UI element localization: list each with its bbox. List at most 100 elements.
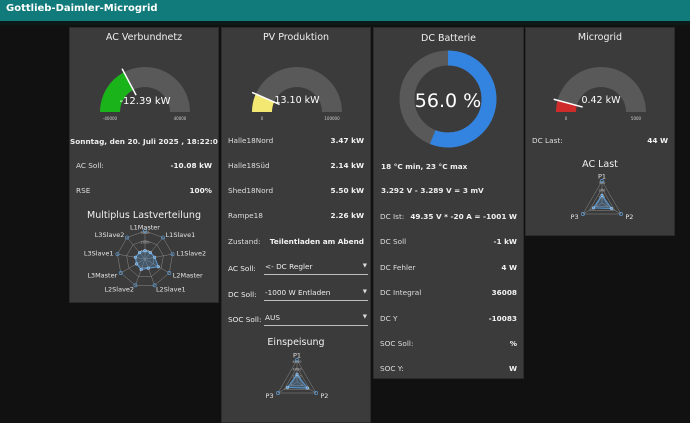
multiplus-radar-point-l1master <box>143 249 147 253</box>
dc-soll-select[interactable]: -1000 W Entladen ▼ <box>264 288 368 301</box>
ac-last-radar-point-p3 <box>591 206 595 210</box>
dc-ist-row: DC Ist: 49.35 V * -20 A = -1001 W <box>380 212 517 224</box>
multiplus-radar-title: Multiplus Lastverteilung <box>87 210 201 221</box>
soc-soll-value: % <box>509 339 517 348</box>
ac-soll-dropdown-icon: ▼ <box>362 263 367 269</box>
pv-rampe18-label: Rampe18 <box>228 211 263 220</box>
soc-soll-select-label: SOC Soll: <box>228 315 262 324</box>
pv-zustand-value: Teilentladen am Abend <box>269 237 364 246</box>
ac-last-radar-grid-ring <box>582 180 622 215</box>
dc-last-value: 44 W <box>647 136 668 145</box>
pv-shed18nord-label: Shed18Nord <box>228 186 274 195</box>
microgrid-gauge-value: 0.42 kW <box>581 95 621 106</box>
dc-soll-dropdown-icon: ▼ <box>362 289 367 295</box>
multiplus-radar-axis-marker <box>161 235 165 240</box>
dc-ist-label: DC Ist: <box>380 212 405 221</box>
einspeisung-radar-title: Einspeisung <box>267 337 325 348</box>
soc-soll-row: SOC Soll: % <box>380 339 517 351</box>
soc-soll-select[interactable]: AUS ▼ <box>264 313 368 326</box>
einspeisung-radar-point-p1 <box>295 372 299 376</box>
microgrid-card-title: Microgrid <box>577 32 623 43</box>
multiplus-radar-series-area <box>134 250 160 271</box>
dc-fehler-label: DC Fehler <box>380 263 416 272</box>
top-bar: Gottlieb-Daimler-Microgrid <box>0 0 690 21</box>
multiplus-radar-axis-label-l2slave2: L2Slave2 <box>104 285 134 293</box>
multiplus-radar-point-l1slave1 <box>148 251 152 255</box>
pv-halle18nord-label: Halle18Nord <box>228 136 274 145</box>
dc-soll-select-value: -1000 W Entladen <box>265 288 331 297</box>
ac-last-radar-tick-label: 200 <box>599 188 606 192</box>
ac-last-radar-axis-marker <box>600 179 604 183</box>
ac-last-radar-axis-marker <box>619 212 624 216</box>
einspeisung-radar-axis-label-p3: P3 <box>266 392 274 400</box>
multiplus-radar-axis-line <box>135 258 146 286</box>
ac-gauge-needle <box>121 68 137 96</box>
ac-last-radar-axis-label-p3: P3 <box>571 213 579 221</box>
pv-production-card: PV Produktion 13.10 kW 0 100000 Halle18N… <box>221 27 371 423</box>
soc-y-value: W <box>508 364 517 373</box>
dc-last-row: DC Last: 44 W <box>532 136 668 148</box>
battery-soc-donut: 56.0 % <box>399 50 497 148</box>
pv-rampe18-value: 2.26 kW <box>330 211 364 220</box>
multiplus-radar-axis-label-l3slave1: L3Slave1 <box>84 250 114 258</box>
einspeisung-radar-point-p2 <box>305 386 310 390</box>
multiplus-radar-axis-marker <box>152 283 157 288</box>
multiplus-radar-point-l3slave2 <box>138 251 142 255</box>
ac-soll-row: AC Soll: -10.08 kW <box>76 161 212 173</box>
multiplus-radar-axis-marker <box>167 271 172 275</box>
pv-gauge-needle <box>251 91 280 106</box>
ac-gauge-fill <box>100 72 134 112</box>
multiplus-radar-tick-label: 2000 <box>141 240 150 244</box>
einspeisung-radar-axis-marker <box>295 358 299 362</box>
pv-rampe18-row: Rampe18 2.26 kW <box>228 211 364 223</box>
einspeisung-radar-axis-label-p1: P1 <box>293 351 301 359</box>
pv-gauge-min: 0 <box>261 116 264 121</box>
ac-rse-row: RSE 100% <box>76 186 212 198</box>
multiplus-radar-axis-label-l1master: L1Master <box>130 223 160 231</box>
multiplus-radar-axis-line <box>126 237 146 260</box>
dc-y-value: -10083 <box>488 314 517 323</box>
multiplus-radar-axis-line <box>117 253 146 260</box>
dc-integral-row: DC Integral 36008 <box>380 288 517 300</box>
battery-card-title: DC Batterie <box>421 33 476 44</box>
multiplus-radar-grid-ring <box>117 230 173 286</box>
soc-soll-select-value: AUS <box>265 313 280 322</box>
multiplus-radar-axis-line <box>144 253 173 260</box>
microgrid-gauge-track <box>556 67 646 112</box>
ac-last-radar-point-p1 <box>600 193 604 197</box>
microgrid-gauge-fill <box>556 100 577 112</box>
ac-last-radar-axis-marker <box>580 212 585 216</box>
multiplus-radar-axis-marker <box>143 229 147 233</box>
microgrid-card: Microgrid 0.42 kW 0 5000 DC Last: 44 W A… <box>525 27 675 236</box>
top-bar-shadow <box>0 21 690 25</box>
dc-soll-label: DC Soll <box>380 237 407 246</box>
ac-last-radar-tick-label: 300 <box>599 181 606 185</box>
multiplus-radar-axis-label-l3slave2: L3Slave2 <box>95 231 125 239</box>
app-title: Gottlieb-Daimler-Microgrid <box>6 3 158 14</box>
ac-date-text: Sonntag, den 20. Juli 2025 , 18:22:09 <box>70 137 219 146</box>
dc-soll-value: -1 kW <box>493 237 517 246</box>
pv-zustand-row: Zustand: Teilentladen am Abend <box>228 237 364 249</box>
battery-soc-value: 56.0 % <box>415 90 481 112</box>
pv-halle18sued-value: 2.14 kW <box>330 161 364 170</box>
multiplus-radar-axis-label-l1slave2: L1Slave2 <box>177 250 207 258</box>
einspeisung-radar-chart: 6000 4000 2000 P1 P2 P3 <box>266 351 329 400</box>
ac-last-radar-point-p2 <box>609 206 614 211</box>
ac-soll-select[interactable]: <- DC Regler ▼ <box>264 262 368 275</box>
ac-gauge-min: -40000 <box>103 116 118 121</box>
multiplus-radar-axis-line <box>144 237 164 260</box>
ac-gauge-value: -12.39 kW <box>119 96 170 107</box>
ac-soll-label: AC Soll: <box>76 161 104 170</box>
multiplus-radar-tick-label: 3000 <box>141 231 150 235</box>
pv-halle18nord-value: 3.47 kW <box>330 136 364 145</box>
soc-y-label: SOC Y: <box>380 364 404 373</box>
multiplus-radar-axis-marker <box>133 283 138 288</box>
einspeisung-radar-axis-marker <box>275 391 280 395</box>
einspeisung-radar-axis-label-p2: P2 <box>320 392 328 400</box>
einspeisung-radar-grid-ring <box>283 366 311 390</box>
ac-soll-select-value: <- DC Regler <box>265 262 313 271</box>
multiplus-radar-axis-line <box>120 258 146 274</box>
pv-zustand-label: Zustand: <box>228 237 261 246</box>
multiplus-radar-axis-line <box>144 258 155 286</box>
microgrid-gauge-min: 0 <box>565 116 568 121</box>
